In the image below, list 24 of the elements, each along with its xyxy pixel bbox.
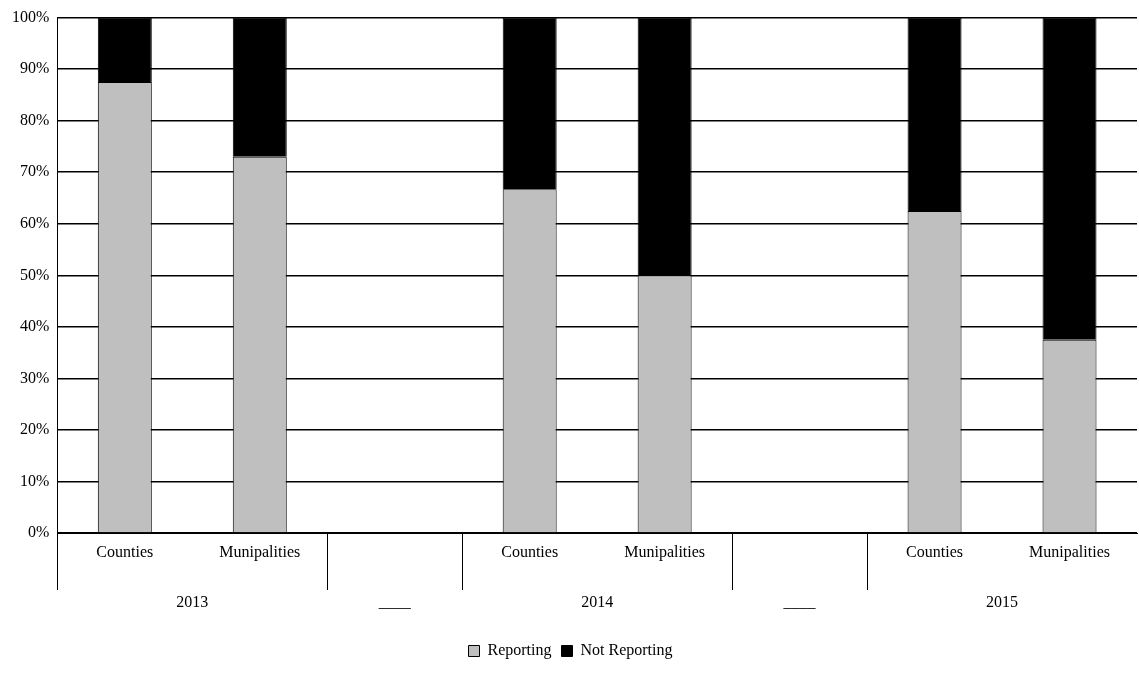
y-tick-label: 40% [20, 317, 50, 335]
x-tick-label: Counties [501, 542, 559, 560]
y-tick-label: 60% [20, 213, 50, 231]
y-tick-label: 80% [20, 110, 50, 128]
text: 2013 [176, 593, 209, 611]
y-tick-label: 0% [28, 523, 50, 541]
text: ____ [377, 593, 412, 611]
x-tick-label: Counties [906, 542, 964, 560]
x-tick-label: Munipalities [1029, 542, 1110, 561]
text: 2015 [986, 593, 1019, 611]
x-tick-label: Munipalities [624, 542, 706, 561]
x-tick-label: Counties [96, 542, 154, 560]
y-tick-label: 50% [20, 265, 50, 283]
legend-label: Reporting [487, 641, 552, 660]
x-tick-label: Munipalities [219, 542, 301, 561]
legend-label: Not Reporting [580, 641, 673, 660]
y-tick-label: 20% [20, 420, 50, 438]
y-tick-label: 10% [20, 471, 50, 489]
text: 2014 [581, 593, 614, 611]
text: ____ [782, 593, 817, 611]
y-tick-label: 30% [20, 368, 50, 386]
y-tick-label: 90% [20, 59, 50, 77]
y-tick-label: 70% [20, 162, 50, 180]
y-tick-label: 100% [12, 7, 50, 25]
